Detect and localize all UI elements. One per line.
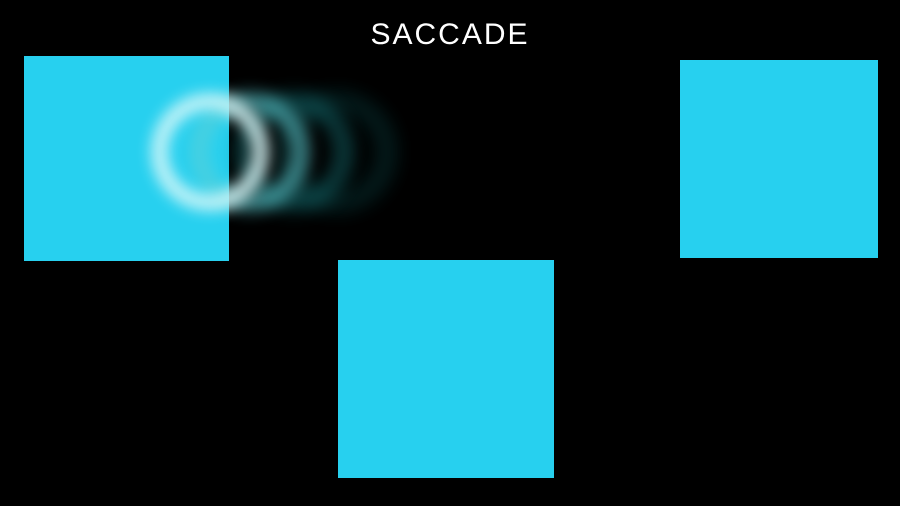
square-center xyxy=(338,260,554,478)
diagram-title: SACCADE xyxy=(0,18,900,52)
diagram-stage: SACCADE xyxy=(0,0,900,506)
square-right xyxy=(680,60,878,258)
ring-1 xyxy=(151,93,269,211)
